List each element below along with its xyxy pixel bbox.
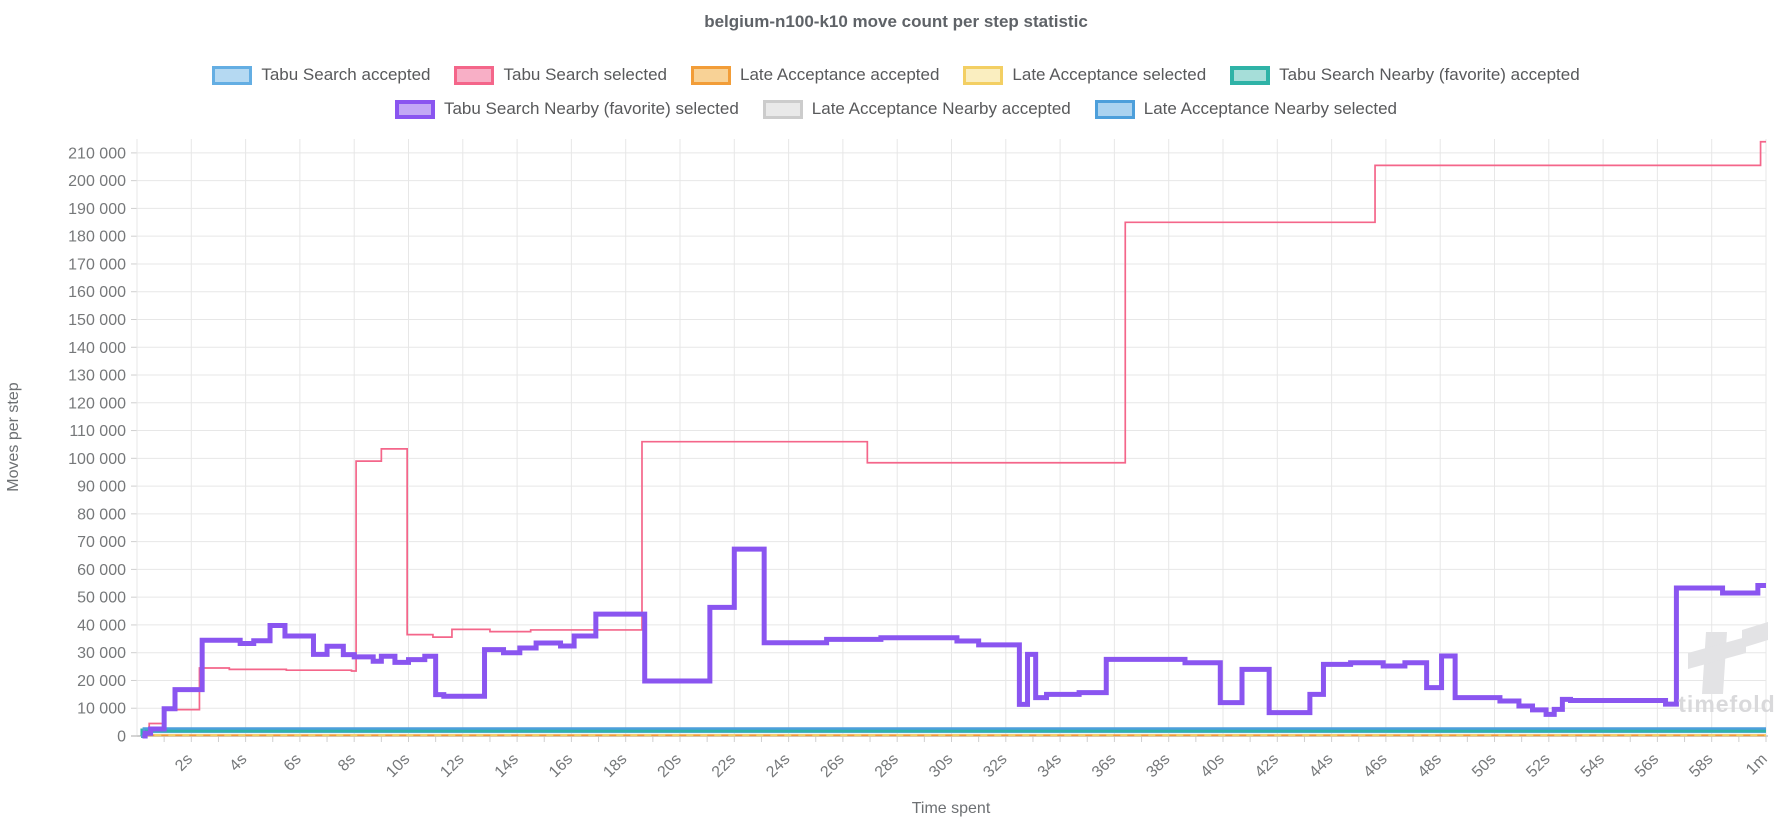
y-tick-label: 140 000 xyxy=(68,340,126,357)
x-tick-label: 48s xyxy=(1415,751,1445,781)
legend-label-late-acceptance-accepted: Late Acceptance accepted xyxy=(739,65,940,84)
y-axis-title: Moves per step xyxy=(5,382,22,492)
x-tick-label: 42s xyxy=(1252,751,1282,781)
legend-row-2: Tabu Search Nearby (favorite) selected La… xyxy=(0,92,1792,126)
legend-label-late-acceptance-selected: Late Acceptance selected xyxy=(1012,65,1207,84)
legend-row-1: Tabu Search accepted Tabu Search selected… xyxy=(0,58,1792,92)
y-tick-label: 200 000 xyxy=(68,173,126,190)
x-tick-label: 34s xyxy=(1035,751,1065,781)
legend-swatch-tabu-search-accepted xyxy=(212,65,253,85)
x-tick-label: 6s xyxy=(281,751,305,775)
x-tick-label: 56s xyxy=(1632,751,1662,781)
x-tick-label: 14s xyxy=(492,751,522,781)
x-tick-label: 4s xyxy=(226,751,250,775)
y-tick-label: 50 000 xyxy=(77,590,126,607)
legend-label-tabu-search-accepted: Tabu Search accepted xyxy=(261,65,431,84)
y-tick-label: 170 000 xyxy=(68,256,126,273)
chart-title: belgium-n100-k10 move count per step sta… xyxy=(704,12,1088,31)
x-tick-label: 16s xyxy=(546,751,576,781)
x-tick-label: 24s xyxy=(763,751,793,781)
y-tick-label: 190 000 xyxy=(68,201,126,218)
y-tick-label: 160 000 xyxy=(68,284,126,301)
legend-item-late-acceptance-selected[interactable]: Late Acceptance selected xyxy=(963,58,1206,92)
y-tick-label: 180 000 xyxy=(68,229,126,246)
x-tick-label: 12s xyxy=(437,751,467,781)
y-tick-label: 40 000 xyxy=(77,617,126,634)
x-tick-label: 52s xyxy=(1523,751,1553,781)
x-tick-label: 28s xyxy=(872,751,902,781)
legend-swatch-late-acceptance-selected xyxy=(963,65,1004,85)
y-tick-label: 130 000 xyxy=(68,368,126,385)
x-tick-label: 38s xyxy=(1143,751,1173,781)
watermark-logo-flag xyxy=(1742,622,1768,648)
x-tick-label: 30s xyxy=(926,751,956,781)
legend-item-tabu-search-nearby-selected[interactable]: Tabu Search Nearby (favorite) selected xyxy=(394,92,739,126)
legend-swatch-late-acceptance-nearby-accepted xyxy=(762,99,803,119)
legend-swatch-tabu-search-nearby-accepted xyxy=(1230,65,1271,85)
legend-swatch-tabu-search-nearby-selected xyxy=(394,99,435,119)
x-tick-label: 58s xyxy=(1686,751,1716,781)
x-tick-label: 40s xyxy=(1198,751,1228,781)
y-tick-label: 150 000 xyxy=(68,312,126,329)
x-tick-label: 46s xyxy=(1360,751,1390,781)
y-tick-label: 90 000 xyxy=(77,479,126,496)
watermark-logo-crossbar xyxy=(1688,637,1746,669)
y-tick-label: 20 000 xyxy=(77,673,126,690)
legend-item-late-acceptance-nearby-accepted[interactable]: Late Acceptance Nearby accepted xyxy=(762,92,1071,126)
series-line-tabu-search-nearby-selected xyxy=(142,546,1766,739)
legend-label-tabu-search-nearby-accepted: Tabu Search Nearby (favorite) accepted xyxy=(1279,65,1580,84)
x-tick-label: 2s xyxy=(172,751,196,775)
legend-item-late-acceptance-nearby-selected[interactable]: Late Acceptance Nearby selected xyxy=(1094,92,1398,126)
legend-item-tabu-search-selected[interactable]: Tabu Search selected xyxy=(454,58,667,92)
y-tick-label: 30 000 xyxy=(77,645,126,662)
x-tick-label: 50s xyxy=(1469,751,1499,781)
legend-label-tabu-search-selected: Tabu Search selected xyxy=(503,65,667,84)
legend-item-late-acceptance-accepted[interactable]: Late Acceptance accepted xyxy=(690,58,940,92)
y-tick-label: 120 000 xyxy=(68,395,126,412)
legend-label-tabu-search-nearby-selected: Tabu Search Nearby (favorite) selected xyxy=(443,99,739,118)
x-tick-label: 44s xyxy=(1306,751,1336,781)
x-axis-title: Time spent xyxy=(911,800,991,817)
x-tick-label: 32s xyxy=(980,751,1010,781)
x-tick-label: 18s xyxy=(600,751,630,781)
x-tick-label: 10s xyxy=(383,751,413,781)
y-tick-label: 110 000 xyxy=(69,423,126,440)
legend-swatch-late-acceptance-nearby-selected xyxy=(1094,99,1135,119)
legend-item-tabu-search-nearby-accepted[interactable]: Tabu Search Nearby (favorite) accepted xyxy=(1230,58,1580,92)
y-tick-label: 60 000 xyxy=(77,562,126,579)
x-tick-label: 1m xyxy=(1743,751,1771,779)
y-tick-label: 10 000 xyxy=(77,701,126,718)
legend-label-late-acceptance-nearby-selected: Late Acceptance Nearby selected xyxy=(1143,99,1398,118)
y-tick-label: 70 000 xyxy=(77,534,126,551)
y-tick-label: 0 xyxy=(117,729,126,746)
x-tick-label: 8s xyxy=(335,751,359,775)
y-tick-label: 100 000 xyxy=(68,451,126,468)
x-tick-label: 22s xyxy=(709,751,739,781)
legend-swatch-tabu-search-selected xyxy=(454,65,495,85)
x-tick-label: 54s xyxy=(1578,751,1608,781)
series-line-tabu-search-selected xyxy=(142,140,1766,737)
y-tick-label: 210 000 xyxy=(68,145,126,162)
watermark-text: timefold xyxy=(1678,691,1776,717)
y-tick-label: 80 000 xyxy=(77,506,126,523)
x-tick-label: 26s xyxy=(817,751,847,781)
legend-swatch-late-acceptance-accepted xyxy=(690,65,731,85)
legend-label-late-acceptance-nearby-accepted: Late Acceptance Nearby accepted xyxy=(811,99,1071,118)
x-tick-label: 20s xyxy=(655,751,685,781)
legend-item-tabu-search-accepted[interactable]: Tabu Search accepted xyxy=(212,58,430,92)
legend: Tabu Search accepted Tabu Search selected… xyxy=(0,58,1792,126)
x-tick-label: 36s xyxy=(1089,751,1119,781)
